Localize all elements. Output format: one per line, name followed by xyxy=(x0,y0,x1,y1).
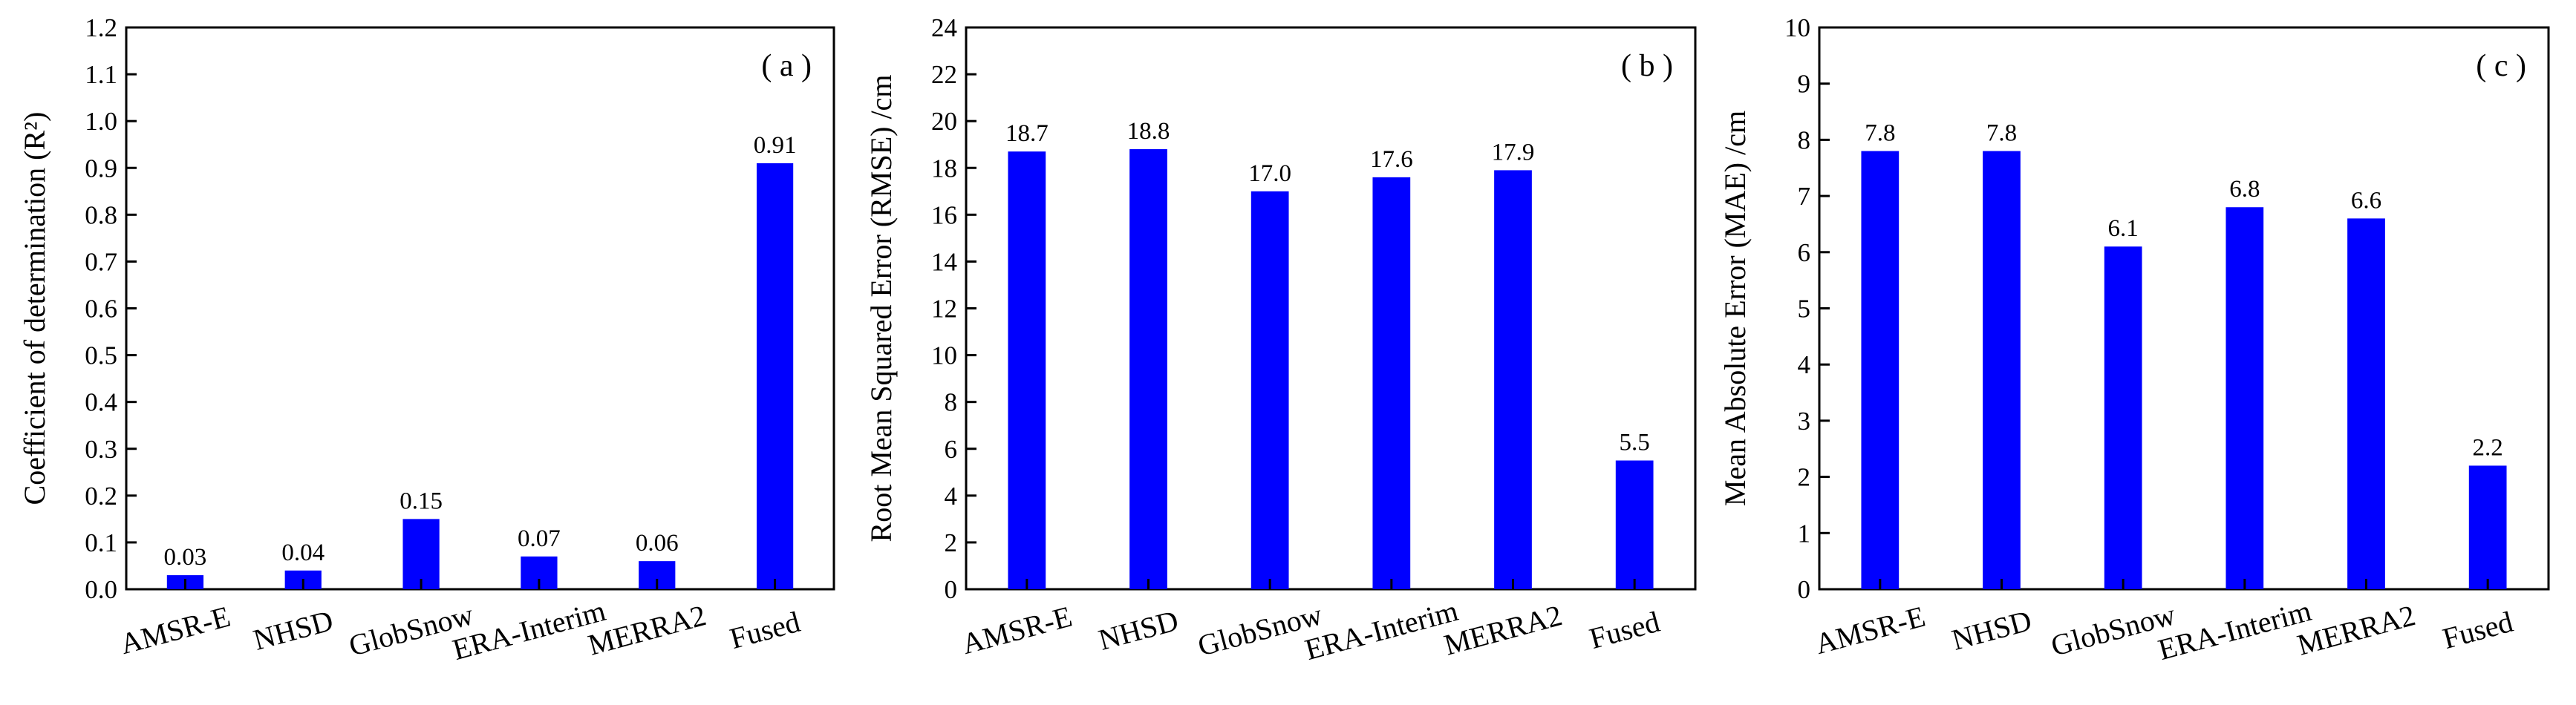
bar-value-label: 6.8 xyxy=(2229,176,2260,203)
y-tick-label: 0.7 xyxy=(85,247,117,276)
bar-value-label: 0.91 xyxy=(754,132,797,159)
y-axis-label: Mean Absolute Error (MAE) /cm xyxy=(1718,111,1752,506)
y-tick-label: 0.0 xyxy=(85,575,117,604)
chart-panel-1: 0.0 0.1 0.2 0.3 0.4 0.5 0.6 0.7 0.8 0.9 1.0 1.1 1.2 C… xyxy=(18,13,835,666)
x-category-label: ERA-Interim xyxy=(2155,594,2315,666)
bar-value-label: 17.6 xyxy=(1370,146,1413,173)
y-tick-label: 0.4 xyxy=(85,388,117,417)
bar xyxy=(756,163,794,590)
y-tick-label: 0.1 xyxy=(85,528,117,557)
bar-value-label: 0.07 xyxy=(518,525,561,552)
y-tick-label: 2 xyxy=(945,528,958,557)
x-category-label: Fused xyxy=(1586,605,1663,655)
x-category-label: NHSD xyxy=(1095,603,1182,657)
bar xyxy=(2347,218,2385,589)
plot-frame xyxy=(965,26,1697,591)
chart-panel-3: 0 1 2 3 4 5 6 7 8 9 10 Mean Absolute Error (MAE) /c… xyxy=(1718,13,2550,666)
bar xyxy=(2104,246,2142,589)
y-tick-label: 7 xyxy=(1798,182,1811,211)
x-category-label: ERA-Interim xyxy=(1302,594,1462,666)
x-category-label: NHSD xyxy=(250,603,336,657)
x-category-label: MERRA2 xyxy=(2294,598,2419,661)
y-tick-label: 8 xyxy=(945,388,958,417)
bar xyxy=(1250,191,1289,590)
panel-label: ( b ) xyxy=(1621,49,1673,83)
y-tick-label: 1.2 xyxy=(85,13,117,42)
y-axis-label: Root Mean Squared Error (RMSE) /cm xyxy=(864,75,898,542)
bar-value-label: 0.06 xyxy=(636,530,679,557)
y-tick-label: 22 xyxy=(931,60,957,89)
y-tick-label: 1.0 xyxy=(85,107,117,136)
panel-label: ( c ) xyxy=(2476,49,2526,83)
bar-value-label: 0.15 xyxy=(400,488,443,514)
bar xyxy=(1372,177,1411,589)
x-category-label: Fused xyxy=(726,605,803,655)
x-category-label: NHSD xyxy=(1949,603,2035,657)
y-tick-label: 14 xyxy=(931,247,957,276)
y-tick-label: 0.2 xyxy=(85,482,117,511)
y-tick-label: 5 xyxy=(1798,295,1811,324)
bar-value-label: 17.9 xyxy=(1492,139,1535,165)
bar xyxy=(1494,170,1532,589)
y-tick-label: 20 xyxy=(931,107,957,136)
bar-value-label: 2.2 xyxy=(2473,434,2503,461)
bar-value-label: 7.8 xyxy=(1986,120,2017,147)
y-axis-label: Coefficient of determination (R²) xyxy=(18,112,51,505)
bar xyxy=(402,519,440,589)
y-tick-label: 1 xyxy=(1798,519,1811,548)
bar-value-label: 18.7 xyxy=(1005,120,1049,147)
y-tick-label: 10 xyxy=(931,341,957,370)
plot-frame xyxy=(1818,26,2550,591)
bar xyxy=(1861,151,1900,590)
y-tick-label: 12 xyxy=(931,295,957,324)
y-tick-label: 0.8 xyxy=(85,200,117,229)
y-tick-label: 0 xyxy=(1798,575,1811,604)
bar xyxy=(1008,151,1046,589)
y-tick-label: 16 xyxy=(931,200,957,229)
y-tick-label: 4 xyxy=(1798,350,1811,379)
y-tick-label: 0 xyxy=(945,575,958,604)
bar-value-label: 17.0 xyxy=(1248,160,1291,187)
bar xyxy=(1983,151,2021,590)
y-tick-label: 0.6 xyxy=(85,295,117,324)
y-tick-label: 18 xyxy=(931,154,957,183)
bar xyxy=(2468,465,2507,589)
bar-value-label: 6.1 xyxy=(2108,215,2139,242)
bar-value-label: 6.6 xyxy=(2351,187,2381,214)
y-tick-label: 8 xyxy=(1798,125,1811,154)
bar xyxy=(1129,149,1167,589)
y-tick-label: 1.1 xyxy=(85,60,117,89)
y-tick-label: 0.3 xyxy=(85,435,117,464)
x-category-label: Fused xyxy=(2439,605,2517,655)
y-tick-label: 6 xyxy=(945,435,958,464)
y-tick-label: 3 xyxy=(1798,407,1811,436)
plot-frame xyxy=(125,26,835,591)
x-category-label: MERRA2 xyxy=(1441,598,1565,661)
bar xyxy=(2226,207,2264,589)
panel-label: ( a ) xyxy=(761,49,812,83)
x-category-label: AMSR-E xyxy=(117,600,234,661)
x-category-label: AMSR-E xyxy=(1812,600,1929,661)
bar-value-label: 5.5 xyxy=(1620,430,1650,456)
bar-value-label: 18.8 xyxy=(1127,118,1170,145)
bar-value-label: 0.03 xyxy=(164,544,207,571)
y-tick-label: 9 xyxy=(1798,70,1811,99)
y-tick-label: 24 xyxy=(931,13,957,42)
y-tick-label: 0.9 xyxy=(85,154,117,183)
y-tick-label: 10 xyxy=(1784,13,1810,42)
y-tick-label: 6 xyxy=(1798,238,1811,267)
y-tick-label: 0.5 xyxy=(85,341,117,370)
y-tick-label: 2 xyxy=(1798,463,1811,492)
bar-value-label: 0.04 xyxy=(281,540,325,566)
bar xyxy=(1615,460,1654,589)
x-category-label: AMSR-E xyxy=(959,600,1076,661)
bar-value-label: 7.8 xyxy=(1865,120,1895,147)
y-tick-label: 4 xyxy=(945,482,958,511)
